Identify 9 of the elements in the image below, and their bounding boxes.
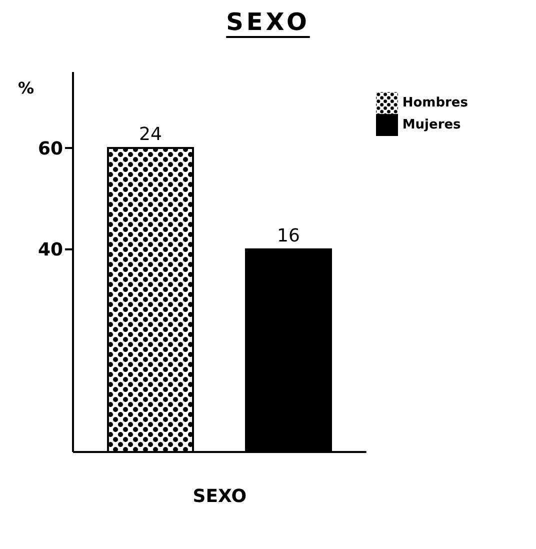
legend-label: Mujeres [402,118,461,133]
y-axis-title: % [18,78,34,98]
y-tick-label: 60 [38,138,63,160]
legend-label: Hombres [402,96,468,111]
note: 24 [139,124,162,145]
x-axis-title: SEXO [192,486,247,507]
chart-title: SEXO [226,8,310,36]
y-tick-label: 40 [38,240,63,261]
note: 16 [277,225,300,246]
